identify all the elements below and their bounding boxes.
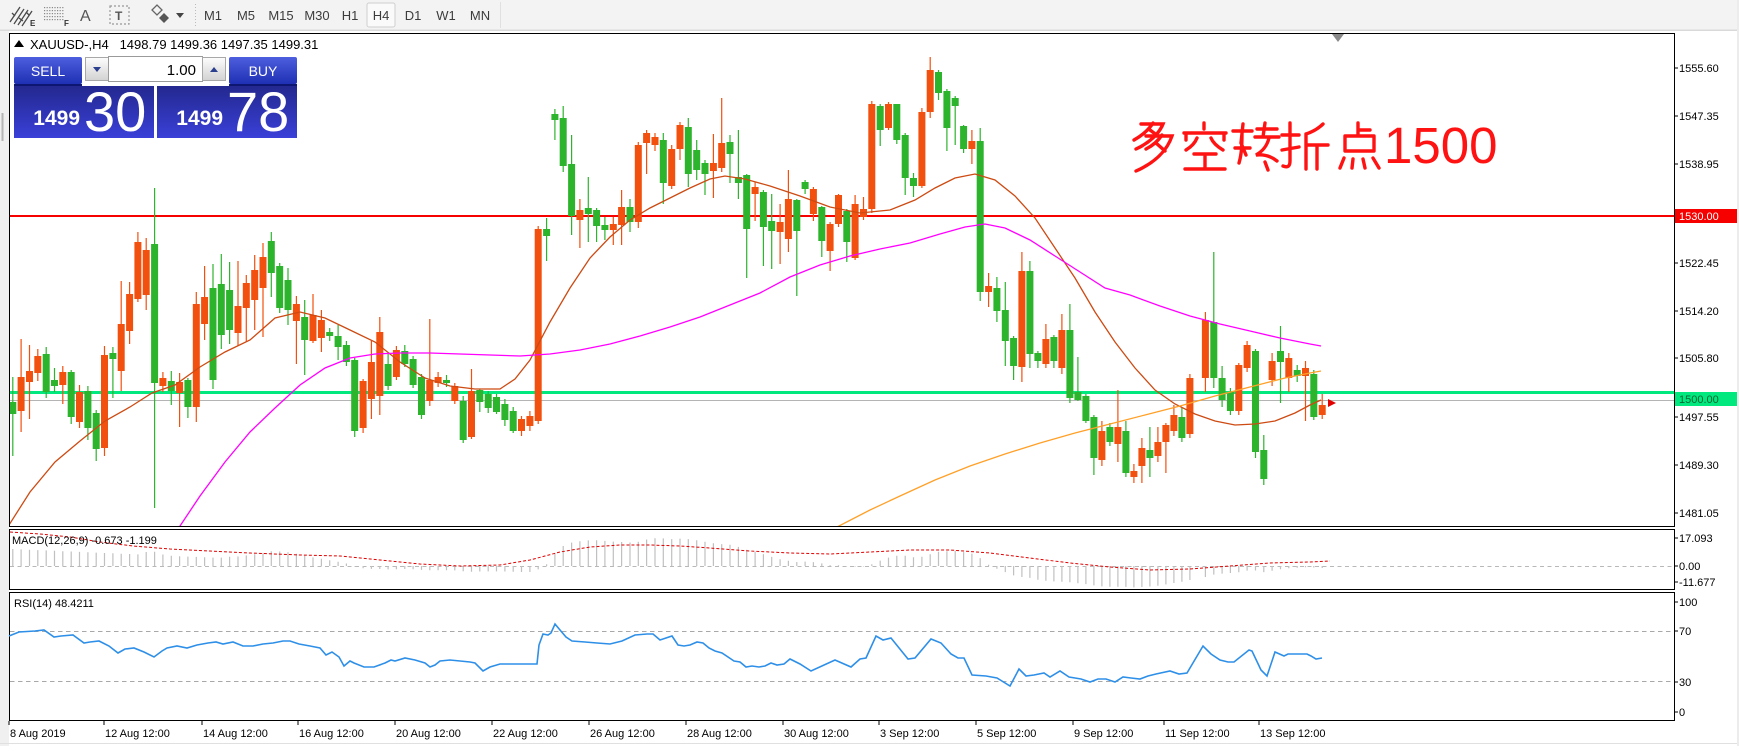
- svg-text:5 Sep 12:00: 5 Sep 12:00: [977, 728, 1036, 740]
- svg-text:1500: 1500: [1384, 117, 1497, 174]
- svg-text:1547.35: 1547.35: [1679, 111, 1719, 123]
- svg-text:MN: MN: [470, 8, 490, 23]
- svg-text:26 Aug 12:00: 26 Aug 12:00: [590, 728, 655, 740]
- svg-text:17.093: 17.093: [1679, 533, 1713, 545]
- svg-text:1499: 1499: [176, 107, 223, 130]
- svg-text:70: 70: [1679, 626, 1691, 638]
- svg-text:T: T: [115, 9, 123, 23]
- svg-text:1500.00: 1500.00: [1679, 394, 1719, 406]
- svg-text:1499: 1499: [33, 107, 80, 130]
- svg-text:22 Aug 12:00: 22 Aug 12:00: [493, 728, 558, 740]
- svg-text:1.00: 1.00: [167, 62, 196, 79]
- svg-text:M30: M30: [304, 8, 329, 23]
- svg-text:-11.677: -11.677: [1679, 577, 1716, 589]
- svg-text:M5: M5: [237, 8, 255, 23]
- svg-text:XAUUSD-,H4 1498.79 1499.36 1: XAUUSD-,H4 1498.79 1499.36 1497.35 1499.…: [30, 37, 318, 52]
- svg-text:D1: D1: [405, 8, 422, 23]
- svg-text:3 Sep 12:00: 3 Sep 12:00: [880, 728, 939, 740]
- svg-text:MACD(12,26,9) -0.673 -1.199: MACD(12,26,9) -0.673 -1.199: [12, 535, 157, 547]
- svg-text:SELL: SELL: [31, 63, 65, 79]
- svg-text:100: 100: [1679, 597, 1697, 609]
- svg-text:M1: M1: [204, 8, 222, 23]
- svg-text:RSI(14) 48.4211: RSI(14) 48.4211: [14, 598, 94, 610]
- svg-text:78: 78: [227, 80, 289, 143]
- svg-text:BUY: BUY: [249, 63, 278, 79]
- svg-text:1489.30: 1489.30: [1679, 460, 1719, 472]
- svg-text:1538.95: 1538.95: [1679, 159, 1719, 171]
- svg-text:30: 30: [84, 80, 146, 143]
- svg-text:1497.55: 1497.55: [1679, 412, 1719, 424]
- svg-text:W1: W1: [436, 8, 456, 23]
- svg-text:0: 0: [1679, 707, 1685, 719]
- svg-text:11 Sep 12:00: 11 Sep 12:00: [1165, 728, 1230, 740]
- svg-text:1481.05: 1481.05: [1679, 508, 1719, 520]
- svg-text:F: F: [64, 19, 69, 28]
- svg-text:30 Aug 12:00: 30 Aug 12:00: [784, 728, 849, 740]
- svg-text:1522.45: 1522.45: [1679, 258, 1719, 270]
- svg-text:0.00: 0.00: [1679, 561, 1700, 573]
- svg-text:1514.20: 1514.20: [1679, 306, 1719, 318]
- svg-text:8 Aug 2019: 8 Aug 2019: [10, 728, 66, 740]
- svg-text:A: A: [80, 8, 91, 25]
- svg-text:13 Sep 12:00: 13 Sep 12:00: [1260, 728, 1325, 740]
- svg-text:1505.80: 1505.80: [1679, 353, 1719, 365]
- svg-text:30: 30: [1679, 677, 1691, 689]
- svg-text:28 Aug 12:00: 28 Aug 12:00: [687, 728, 752, 740]
- svg-text:12 Aug 12:00: 12 Aug 12:00: [105, 728, 170, 740]
- svg-text:16 Aug 12:00: 16 Aug 12:00: [299, 728, 364, 740]
- svg-text:E: E: [30, 19, 36, 28]
- svg-text:H4: H4: [373, 8, 390, 23]
- svg-text:1530.00: 1530.00: [1679, 211, 1719, 223]
- svg-text:1555.60: 1555.60: [1679, 63, 1719, 75]
- svg-text:M15: M15: [268, 8, 293, 23]
- svg-text:20 Aug 12:00: 20 Aug 12:00: [396, 728, 461, 740]
- svg-text:H1: H1: [342, 8, 359, 23]
- svg-text:9 Sep 12:00: 9 Sep 12:00: [1074, 728, 1133, 740]
- svg-text:14 Aug 12:00: 14 Aug 12:00: [203, 728, 268, 740]
